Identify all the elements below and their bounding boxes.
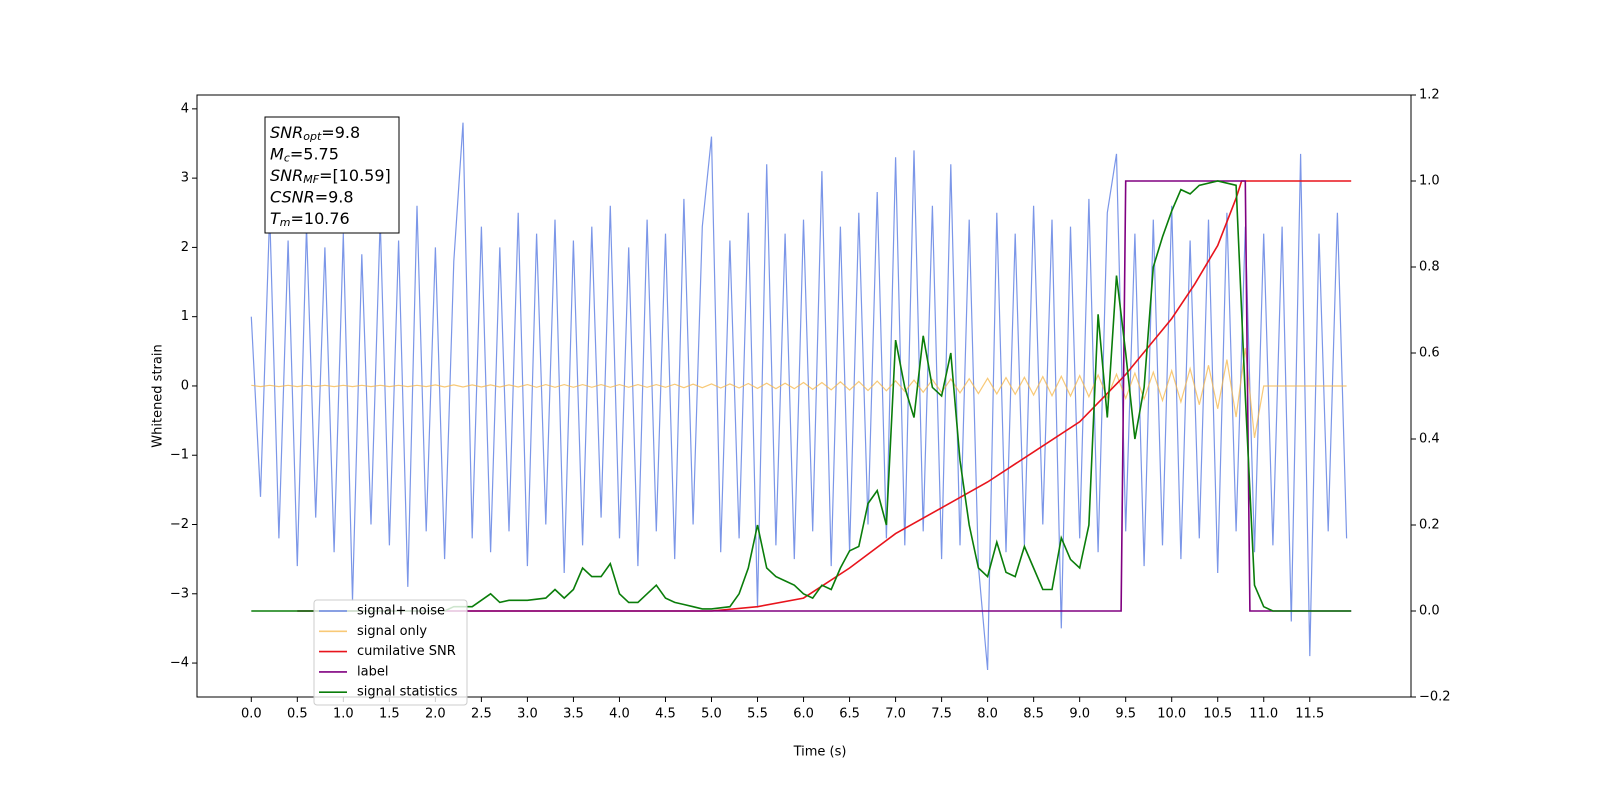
x-tick-label: 3.0 <box>517 707 538 722</box>
series-line <box>251 347 1347 439</box>
series-line <box>251 180 1352 612</box>
x-tick-label: 0.5 <box>287 707 308 722</box>
x-tick-label: 5.0 <box>701 707 722 722</box>
y-tick-label: 1 <box>181 309 189 324</box>
y2-tick-label: −0.2 <box>1419 690 1451 705</box>
annotation-name: M <box>270 144 284 163</box>
y-tick-label: 4 <box>181 101 189 116</box>
annotation-sub: MF <box>303 173 319 186</box>
legend-box <box>313 599 468 706</box>
y-tick-label: 3 <box>181 171 189 186</box>
annotation-text: =10.76 <box>291 209 350 228</box>
x-tick-label: 6.5 <box>839 707 860 722</box>
x-tick-label: 0.0 <box>241 707 262 722</box>
annotation-line: SNRopt=9.8 <box>270 123 360 144</box>
x-tick-label: 11.5 <box>1295 707 1324 722</box>
x-tick-label: 1.5 <box>379 707 400 722</box>
annotation-sub: m <box>280 216 291 229</box>
legend-label: signal+ noise <box>357 604 445 619</box>
x-tick-label: 2.0 <box>425 707 446 722</box>
y-tick-label: 0 <box>181 378 189 393</box>
annotation-name: SNR <box>270 166 303 185</box>
series-line <box>297 180 1352 612</box>
x-tick-label: 6.0 <box>793 707 814 722</box>
x-tick-label: 11.0 <box>1249 707 1278 722</box>
series-line <box>250 122 1348 671</box>
annotation-text: =5.75 <box>290 144 339 163</box>
annotation-box <box>264 116 400 234</box>
y2-tick-label: 0.2 <box>1419 518 1440 533</box>
y2-tick-label: 0.6 <box>1419 346 1440 361</box>
y2-tick-label: 0.8 <box>1419 260 1440 275</box>
y2-tick-label: 0.0 <box>1419 604 1440 619</box>
annotation-line: CSNR=9.8 <box>270 187 354 206</box>
x-tick-label: 10.5 <box>1203 707 1232 722</box>
annotation-name: T <box>270 209 281 228</box>
series-line <box>297 180 1352 612</box>
y2-tick-label: 0.4 <box>1419 432 1440 447</box>
x-tick-label: 1.0 <box>333 707 354 722</box>
y2-tick-label: 1.0 <box>1419 174 1440 189</box>
annotation-name: CSNR <box>270 187 315 206</box>
y2-tick-label: 1.2 <box>1419 88 1440 103</box>
plot-frame <box>196 94 1412 698</box>
legend-label: cumilative SNR <box>357 644 456 659</box>
x-tick-label: 5.5 <box>747 707 768 722</box>
x-tick-label: 4.0 <box>609 707 630 722</box>
x-tick-label: 7.0 <box>885 707 906 722</box>
annotation: SNRopt=9.8Mc=5.75SNRMF=[10.59]CSNR=9.8Tm… <box>264 116 400 234</box>
annotation-text: =9.8 <box>315 187 354 206</box>
legend: signal+ noise signal only cumilative SNR la… <box>313 599 468 706</box>
y-tick-label: −1 <box>170 448 189 463</box>
annotation-sub: c <box>284 152 290 165</box>
y-tick-label: −2 <box>170 517 189 532</box>
y-tick-label: −3 <box>170 586 189 601</box>
legend-label: signal only <box>357 624 427 639</box>
x-tick-label: 2.5 <box>471 707 492 722</box>
annotation-line: SNRMF=[10.59] <box>270 166 391 187</box>
x-tick-label: 9.0 <box>1069 707 1090 722</box>
x-tick-label: 8.0 <box>977 707 998 722</box>
x-tick-label: 9.5 <box>1115 707 1136 722</box>
x-tick-label: 7.5 <box>931 707 952 722</box>
legend-label: signal statistics <box>357 685 458 700</box>
y-tick-label: 2 <box>181 240 189 255</box>
x-axis-label: Time (s) <box>793 745 847 760</box>
y-tick-label: −4 <box>170 656 189 671</box>
annotation-line: Tm=10.76 <box>270 209 350 230</box>
x-tick-label: 4.5 <box>655 707 676 722</box>
annotation-sub: opt <box>303 130 322 143</box>
annotation-text: =[10.59] <box>319 166 391 185</box>
annotation-line: Mc=5.75 <box>270 144 339 165</box>
annotation-text: =9.8 <box>321 123 360 142</box>
x-tick-label: 3.5 <box>563 707 584 722</box>
annotation-name: SNR <box>270 123 303 142</box>
x-tick-label: 8.5 <box>1023 707 1044 722</box>
x-tick-label: 10.0 <box>1157 707 1186 722</box>
y-axis-label: Whitened strain <box>151 344 166 447</box>
legend-label: label <box>357 664 388 679</box>
